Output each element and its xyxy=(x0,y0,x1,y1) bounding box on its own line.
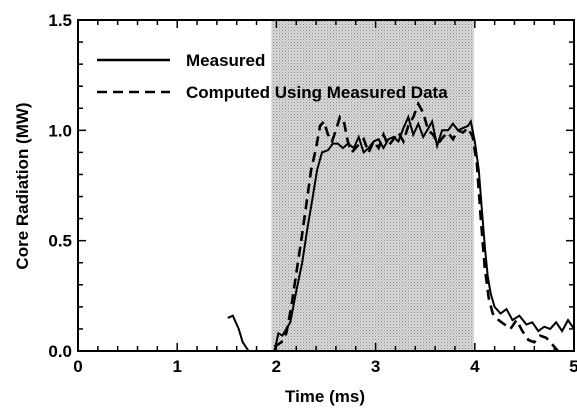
legend: Measured Computed Using Measured Data xyxy=(97,51,448,102)
x-tick-label: 4 xyxy=(470,357,480,376)
y-tick-label: 0.5 xyxy=(48,232,72,251)
legend-label-computed: Computed Using Measured Data xyxy=(186,83,448,102)
y-tick-label: 1.0 xyxy=(48,121,72,140)
y-axis-ticks: 0.0 0.5 1.0 1.5 xyxy=(48,11,574,361)
x-tick-label: 1 xyxy=(172,357,181,376)
x-tick-label: 5 xyxy=(569,357,577,376)
y-tick-label: 1.5 xyxy=(48,11,72,30)
legend-label-measured: Measured xyxy=(186,51,265,70)
y-tick-label: 0.0 xyxy=(48,342,72,361)
series-measured-line xyxy=(227,114,575,352)
plot-area-frame xyxy=(77,19,575,352)
x-tick-label: 3 xyxy=(371,357,380,376)
x-axis-label: Time (ms) xyxy=(285,387,365,406)
shaded-region xyxy=(271,20,474,351)
series-computed-line xyxy=(273,100,560,352)
x-tick-label: 0 xyxy=(73,357,82,376)
x-tick-label: 2 xyxy=(272,357,281,376)
y-axis-label: Core Radiation (MW) xyxy=(13,102,32,269)
